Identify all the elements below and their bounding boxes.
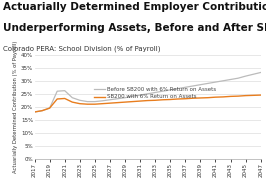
Y-axis label: Actuarially Determined Contribution (% of Payroll): Actuarially Determined Contribution (% o…	[13, 41, 18, 173]
Before SB200 with 6% Return on Assets	[153, 91, 157, 94]
Before SB200 with 6% Return on Assets	[131, 95, 134, 98]
Before SB200 with 6% Return on Assets	[206, 82, 210, 84]
Before SB200 with 6% Return on Assets	[161, 90, 164, 92]
SB200 with 6% Return on Assets	[108, 102, 111, 104]
SB200 with 6% Return on Assets	[63, 97, 66, 100]
Text: Actuarially Determined Employer Contribution for: Actuarially Determined Employer Contribu…	[3, 2, 266, 12]
SB200 with 6% Return on Assets	[206, 97, 210, 99]
SB200 with 6% Return on Assets	[221, 96, 225, 98]
Before SB200 with 6% Return on Assets	[199, 84, 202, 86]
Text: Underperforming Assets, Before and After SB200: Underperforming Assets, Before and After…	[3, 23, 266, 33]
SB200 with 6% Return on Assets	[139, 100, 142, 102]
SB200 with 6% Return on Assets	[131, 100, 134, 103]
Before SB200 with 6% Return on Assets	[93, 100, 97, 103]
Before SB200 with 6% Return on Assets	[169, 89, 172, 91]
SB200 with 6% Return on Assets	[252, 94, 255, 96]
SB200 with 6% Return on Assets	[244, 94, 247, 97]
SB200 with 6% Return on Assets	[153, 99, 157, 101]
Line: SB200 with 6% Return on Assets: SB200 with 6% Return on Assets	[35, 95, 261, 112]
Before SB200 with 6% Return on Assets	[176, 88, 179, 90]
SB200 with 6% Return on Assets	[48, 107, 51, 109]
SB200 with 6% Return on Assets	[229, 95, 232, 98]
SB200 with 6% Return on Assets	[169, 98, 172, 101]
SB200 with 6% Return on Assets	[78, 102, 81, 105]
SB200 with 6% Return on Assets	[40, 110, 44, 112]
SB200 with 6% Return on Assets	[116, 101, 119, 104]
Before SB200 with 6% Return on Assets	[229, 78, 232, 81]
Legend: Before SB200 with 6% Return on Assets, SB200 with 6% Return on Assets: Before SB200 with 6% Return on Assets, S…	[94, 87, 216, 99]
Before SB200 with 6% Return on Assets	[123, 97, 127, 99]
Before SB200 with 6% Return on Assets	[63, 90, 66, 92]
SB200 with 6% Return on Assets	[56, 98, 59, 100]
Before SB200 with 6% Return on Assets	[221, 80, 225, 82]
Before SB200 with 6% Return on Assets	[56, 90, 59, 92]
Before SB200 with 6% Return on Assets	[244, 75, 247, 77]
Before SB200 with 6% Return on Assets	[191, 85, 194, 87]
SB200 with 6% Return on Assets	[191, 97, 194, 99]
Before SB200 with 6% Return on Assets	[101, 100, 104, 102]
Before SB200 with 6% Return on Assets	[236, 77, 240, 79]
Before SB200 with 6% Return on Assets	[116, 98, 119, 100]
Before SB200 with 6% Return on Assets	[48, 107, 51, 109]
Text: Colorado PERA: School Division (% of Payroll): Colorado PERA: School Division (% of Pay…	[3, 45, 160, 52]
Before SB200 with 6% Return on Assets	[71, 97, 74, 99]
Before SB200 with 6% Return on Assets	[146, 93, 149, 95]
SB200 with 6% Return on Assets	[176, 98, 179, 100]
Before SB200 with 6% Return on Assets	[184, 86, 187, 88]
SB200 with 6% Return on Assets	[214, 96, 217, 98]
Before SB200 with 6% Return on Assets	[259, 71, 262, 74]
SB200 with 6% Return on Assets	[259, 94, 262, 96]
Before SB200 with 6% Return on Assets	[78, 99, 81, 101]
SB200 with 6% Return on Assets	[161, 99, 164, 101]
Before SB200 with 6% Return on Assets	[108, 99, 111, 101]
Before SB200 with 6% Return on Assets	[252, 73, 255, 75]
SB200 with 6% Return on Assets	[33, 111, 36, 113]
SB200 with 6% Return on Assets	[146, 99, 149, 102]
Before SB200 with 6% Return on Assets	[86, 100, 89, 103]
SB200 with 6% Return on Assets	[71, 101, 74, 103]
SB200 with 6% Return on Assets	[86, 103, 89, 105]
SB200 with 6% Return on Assets	[236, 95, 240, 97]
Before SB200 with 6% Return on Assets	[214, 81, 217, 83]
Line: Before SB200 with 6% Return on Assets: Before SB200 with 6% Return on Assets	[35, 72, 261, 112]
Before SB200 with 6% Return on Assets	[40, 110, 44, 112]
SB200 with 6% Return on Assets	[123, 101, 127, 103]
Before SB200 with 6% Return on Assets	[139, 94, 142, 96]
SB200 with 6% Return on Assets	[93, 103, 97, 105]
SB200 with 6% Return on Assets	[101, 102, 104, 105]
Before SB200 with 6% Return on Assets	[33, 111, 36, 113]
SB200 with 6% Return on Assets	[199, 97, 202, 99]
SB200 with 6% Return on Assets	[184, 98, 187, 100]
